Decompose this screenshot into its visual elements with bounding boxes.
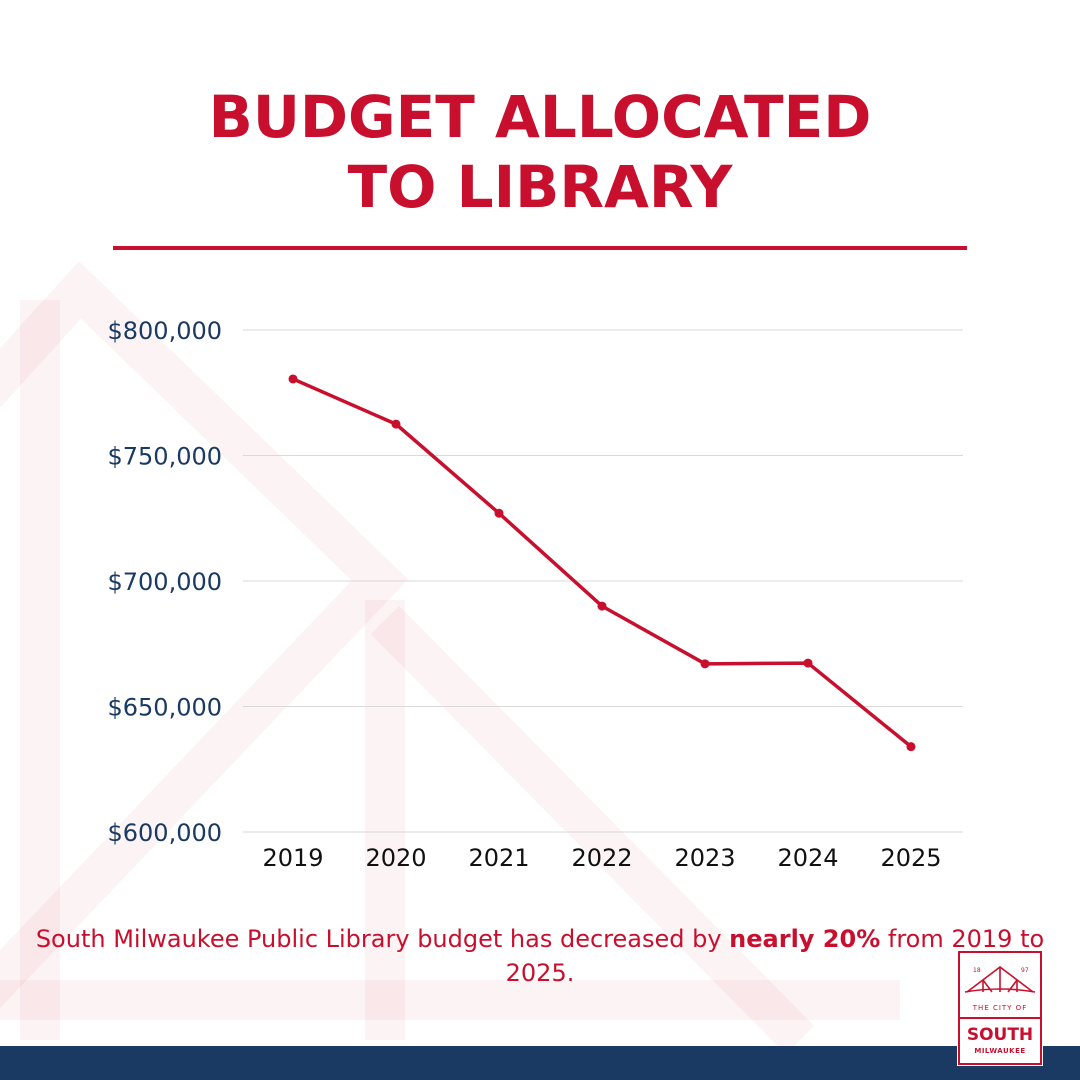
y-tick-label: $600,000: [107, 819, 222, 847]
svg-text:18: 18: [973, 967, 981, 974]
data-point: [803, 658, 813, 668]
city-logo: 18 97 THE CITY OF SOUTH MILWAUKEE: [957, 950, 1043, 1066]
x-tick-label: 2023: [674, 844, 735, 872]
title-line-1: BUDGET ALLOCATED: [208, 83, 872, 151]
y-tick-label: $800,000: [107, 317, 222, 345]
data-point: [494, 508, 504, 518]
svg-text:MILWAUKEE: MILWAUKEE: [974, 1047, 1025, 1055]
title-line-2: TO LIBRARY: [347, 153, 733, 221]
y-tick-label: $750,000: [107, 443, 222, 471]
y-tick-label: $700,000: [107, 568, 222, 596]
y-tick-label: $650,000: [107, 694, 222, 722]
title-divider: [113, 246, 967, 250]
footer-bar: [0, 1046, 1080, 1080]
data-point: [288, 374, 298, 384]
x-tick-label: 2022: [571, 844, 632, 872]
svg-text:97: 97: [1021, 967, 1029, 974]
caption-text: South Milwaukee Public Library budget ha…: [35, 925, 730, 953]
caption: South Milwaukee Public Library budget ha…: [0, 922, 1080, 990]
caption-text-end: from 2019 to 2025.: [505, 925, 1045, 987]
svg-text:THE CITY OF: THE CITY OF: [972, 1004, 1027, 1012]
caption-highlight: nearly 20%: [729, 925, 881, 953]
data-point: [391, 419, 401, 429]
series-line: [292, 377, 913, 749]
x-tick-label: 2020: [365, 844, 426, 872]
data-point: [597, 601, 607, 611]
x-tick-label: 2025: [880, 844, 941, 872]
data-point: [906, 742, 916, 752]
x-tick-label: 2019: [262, 844, 323, 872]
data-point: [700, 659, 710, 669]
x-tick-label: 2021: [468, 844, 529, 872]
x-tick-label: 2024: [777, 844, 838, 872]
line-chart: $600,000 $650,000 $700,000 $750,000 $800,000…: [107, 317, 963, 872]
svg-text:SOUTH: SOUTH: [967, 1025, 1033, 1045]
page-title: BUDGET ALLOCATED TO LIBRARY: [0, 82, 1080, 222]
